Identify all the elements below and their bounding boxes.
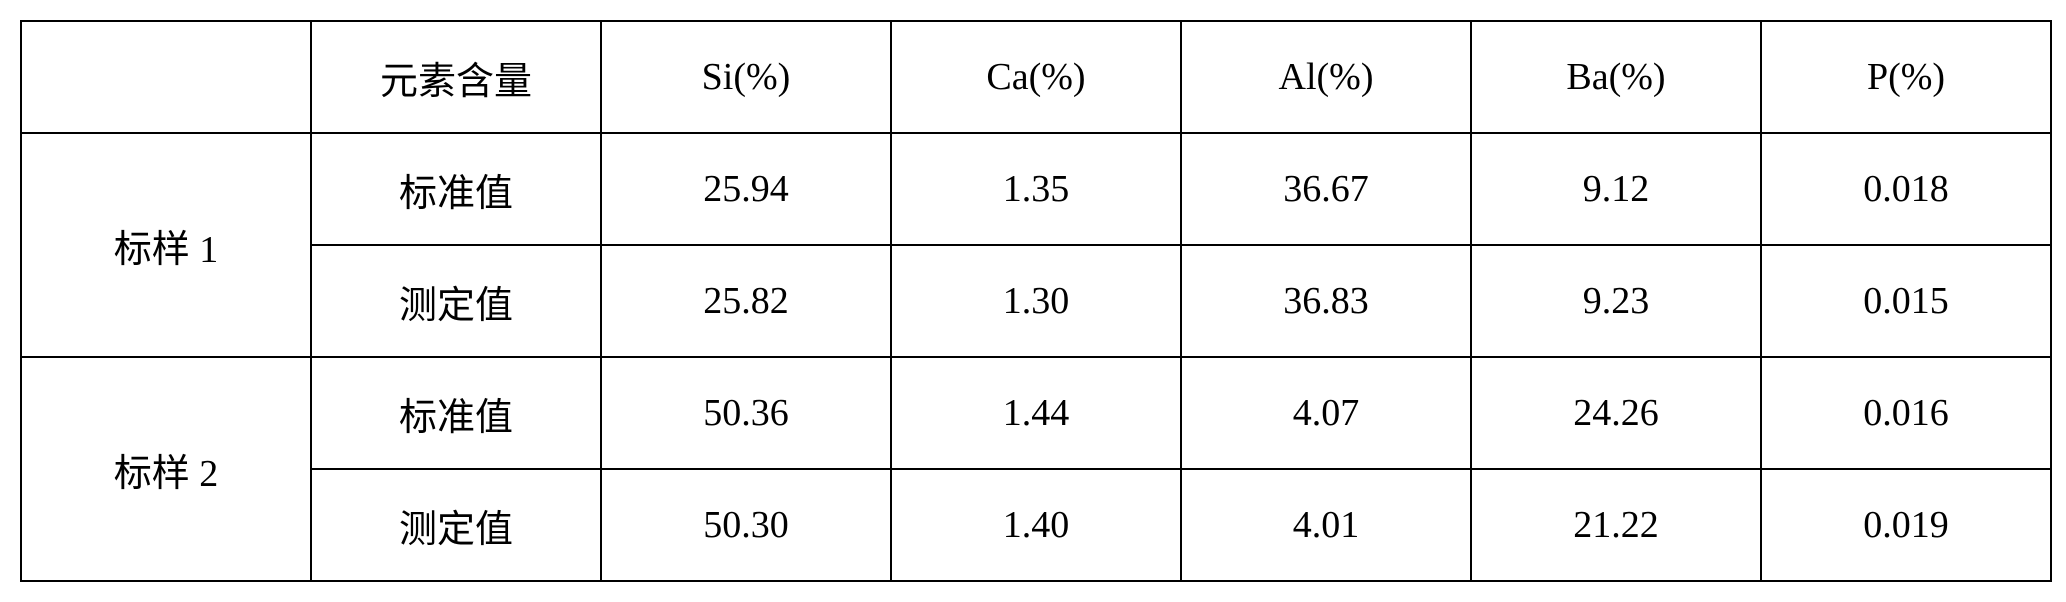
header-ca: Ca(%): [891, 21, 1181, 133]
cell-p: 0.019: [1761, 469, 2051, 581]
cell-al: 4.07: [1181, 357, 1471, 469]
cell-si: 50.30: [601, 469, 891, 581]
cell-al: 36.67: [1181, 133, 1471, 245]
header-empty: [21, 21, 311, 133]
table-row: 测定值 50.30 1.40 4.01 21.22 0.019: [21, 469, 2051, 581]
cell-ca: 1.35: [891, 133, 1181, 245]
header-element: 元素含量: [311, 21, 601, 133]
header-al: Al(%): [1181, 21, 1471, 133]
table-row: 标样 1 标准值 25.94 1.35 36.67 9.12 0.018: [21, 133, 2051, 245]
row-label: 标准值: [311, 357, 601, 469]
row-label: 标准值: [311, 133, 601, 245]
cell-ba: 24.26: [1471, 357, 1761, 469]
table-header-row: 元素含量 Si(%) Ca(%) Al(%) Ba(%) P(%): [21, 21, 2051, 133]
cell-ca: 1.44: [891, 357, 1181, 469]
cell-si: 50.36: [601, 357, 891, 469]
cell-ba: 9.12: [1471, 133, 1761, 245]
header-p: P(%): [1761, 21, 2051, 133]
cell-ca: 1.30: [891, 245, 1181, 357]
cell-si: 25.94: [601, 133, 891, 245]
header-si: Si(%): [601, 21, 891, 133]
cell-ba: 9.23: [1471, 245, 1761, 357]
row-label: 测定值: [311, 469, 601, 581]
header-ba: Ba(%): [1471, 21, 1761, 133]
table-row: 测定值 25.82 1.30 36.83 9.23 0.015: [21, 245, 2051, 357]
sample-name: 标样 2: [21, 357, 311, 581]
table-row: 标样 2 标准值 50.36 1.44 4.07 24.26 0.016: [21, 357, 2051, 469]
cell-p: 0.018: [1761, 133, 2051, 245]
sample-name: 标样 1: [21, 133, 311, 357]
cell-al: 4.01: [1181, 469, 1471, 581]
cell-si: 25.82: [601, 245, 891, 357]
cell-ca: 1.40: [891, 469, 1181, 581]
element-content-table: 元素含量 Si(%) Ca(%) Al(%) Ba(%) P(%) 标样 1 标…: [20, 20, 2052, 582]
cell-al: 36.83: [1181, 245, 1471, 357]
cell-p: 0.015: [1761, 245, 2051, 357]
row-label: 测定值: [311, 245, 601, 357]
cell-ba: 21.22: [1471, 469, 1761, 581]
cell-p: 0.016: [1761, 357, 2051, 469]
